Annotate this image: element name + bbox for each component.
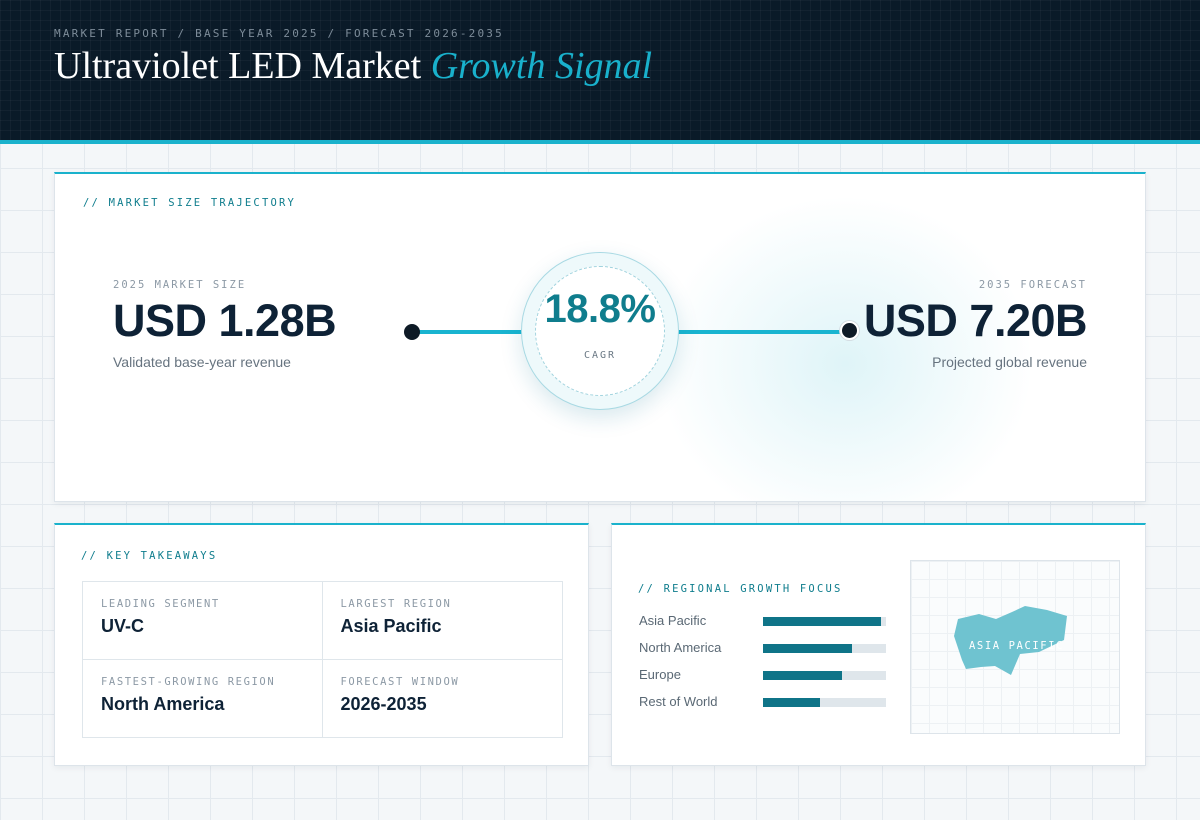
- region-bar-fill: [763, 617, 882, 626]
- region-map: ASIA PACIFIC: [910, 560, 1120, 734]
- takeaway-forecast-window: FORECAST WINDOW 2026-2035: [323, 660, 563, 738]
- region-name: Asia Pacific: [639, 613, 707, 628]
- end-subtext: Projected global revenue: [932, 354, 1087, 370]
- page-title-accent: Growth Signal: [430, 45, 653, 87]
- takeaway-value: 2026-2035: [340, 693, 427, 714]
- cagr-label: CAGR: [583, 350, 617, 361]
- region-row-rest-of-world: Rest of World: [639, 694, 889, 710]
- regional-growth-card: // REGIONAL GROWTH FOCUS Asia Pacific No…: [611, 523, 1146, 766]
- region-name: North America: [639, 640, 722, 655]
- region-bar-fill: [763, 671, 842, 680]
- region-bar-fill: [763, 698, 820, 707]
- takeaway-value: Asia Pacific: [340, 616, 442, 636]
- region-bar-fill: [763, 644, 852, 653]
- map-region-label: ASIA PACIFIC: [969, 640, 1065, 652]
- cagr-badge: 18.8% CAGR: [521, 252, 679, 410]
- key-takeaways-card: // KEY TAKEAWAYS LEADING SEGMENT UV-C LA…: [54, 523, 589, 766]
- takeaway-label: LEADING SEGMENT: [101, 598, 220, 610]
- region-bar-track: [763, 644, 886, 653]
- region-name: Europe: [639, 667, 681, 682]
- region-row-asia-pacific: Asia Pacific: [639, 613, 889, 629]
- asia-pacific-region: [954, 606, 1067, 675]
- trajectory-card-label: // MARKET SIZE TRAJECTORY: [83, 197, 297, 209]
- page-header: MARKET REPORT / BASE YEAR 2025 / FORECAS…: [0, 0, 1200, 144]
- cagr-value: 18.8%: [544, 287, 656, 331]
- cagr-inner-ring: [535, 266, 665, 396]
- region-bar-track: [763, 671, 886, 680]
- region-bar-track: [763, 698, 886, 707]
- market-trajectory-card: // MARKET SIZE TRAJECTORY 2025 MARKET SI…: [54, 172, 1146, 502]
- takeaway-leading-segment: LEADING SEGMENT UV-C: [83, 582, 323, 660]
- region-name: Rest of World: [639, 694, 718, 709]
- takeaways-card-label: // KEY TAKEAWAYS: [81, 550, 218, 562]
- page-title-main: Ultraviolet LED Market: [54, 45, 422, 87]
- region-bar-track: [763, 617, 886, 626]
- region-row-europe: Europe: [639, 667, 889, 683]
- takeaway-fastest-growing-region: FASTEST-GROWING REGION North America: [83, 659, 323, 737]
- takeaway-label: FASTEST-GROWING REGION: [101, 675, 276, 688]
- end-dot: [840, 321, 859, 340]
- report-eyebrow: MARKET REPORT / BASE YEAR 2025 / FORECAS…: [54, 27, 504, 40]
- takeaway-label: FORECAST WINDOW: [340, 675, 460, 688]
- asia-pacific-shape: [954, 606, 1067, 675]
- takeaway-label: LARGEST REGION: [340, 598, 452, 610]
- end-value: USD 7.20B: [863, 295, 1088, 346]
- takeaway-largest-region: LARGEST REGION Asia Pacific: [322, 582, 562, 660]
- background-glow: [655, 194, 1035, 501]
- start-value: USD 1.28B: [113, 295, 337, 346]
- end-caption: 2035 FORECAST: [978, 279, 1087, 291]
- region-row-north-america: North America: [639, 640, 889, 656]
- takeaway-value: UV-C: [101, 616, 145, 636]
- start-subtext: Validated base-year revenue: [113, 354, 291, 370]
- page-title: Ultraviolet LED Market Growth Signal: [54, 44, 652, 88]
- start-caption: 2025 MARKET SIZE: [113, 279, 247, 291]
- start-dot: [404, 324, 420, 340]
- takeaways-grid: LEADING SEGMENT UV-C LARGEST REGION Asia…: [82, 581, 563, 738]
- regional-card-label: // REGIONAL GROWTH FOCUS: [638, 583, 843, 595]
- takeaway-value: North America: [101, 693, 225, 714]
